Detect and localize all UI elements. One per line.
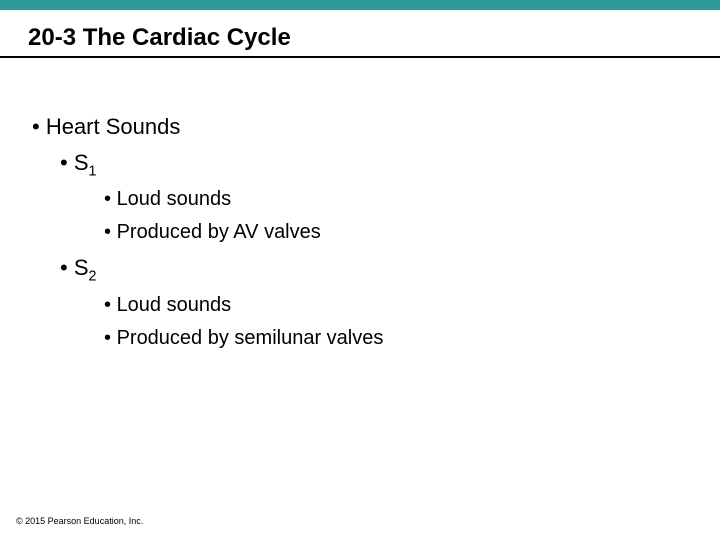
s2-base: S: [74, 255, 89, 280]
s2-detail-0: Loud sounds: [104, 291, 383, 320]
s2-subscript: 2: [89, 269, 97, 285]
slide-content: Heart Sounds S1 Loud sounds Produced by …: [32, 112, 383, 353]
s1-detail-1: Produced by AV valves: [104, 218, 383, 247]
accent-bar: [0, 0, 720, 10]
title-underline: [0, 56, 720, 58]
item-s1: S1: [60, 148, 383, 182]
s1-detail-0: Loud sounds: [104, 185, 383, 214]
s2-detail-1: Produced by semilunar valves: [104, 324, 383, 353]
slide-title: 20-3 The Cardiac Cycle: [28, 24, 291, 52]
s1-base: S: [74, 150, 89, 175]
slide: 20-3 The Cardiac Cycle Heart Sounds S1 L…: [0, 0, 720, 540]
item-s2: S2: [60, 253, 383, 287]
copyright-text: © 2015 Pearson Education, Inc.: [16, 516, 143, 526]
s1-subscript: 1: [89, 163, 97, 179]
heading-heart-sounds: Heart Sounds: [32, 112, 383, 142]
